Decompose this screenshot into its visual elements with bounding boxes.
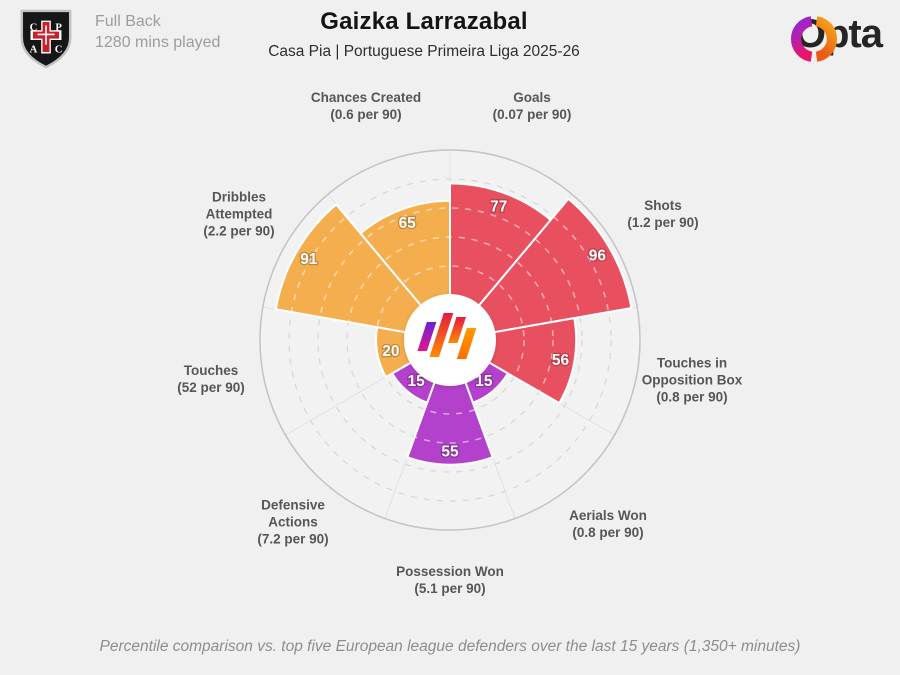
category-label-chances-created: Chances Created (0.6 per 90)	[311, 89, 421, 123]
value-label-goals: 77	[490, 199, 507, 216]
per90-label: (7.2 per 90)	[257, 531, 329, 547]
category-label-line: Goals	[513, 90, 551, 105]
value-label-dribbles-attempted: 91	[300, 251, 318, 268]
category-label-line: Opposition Box	[641, 372, 743, 388]
category-label-line: Touches	[183, 363, 239, 378]
footnote: Percentile comparison vs. top five Europ…	[99, 638, 801, 655]
value-label-possession-won: 55	[441, 443, 459, 460]
opta-brand: Opta	[787, 12, 883, 62]
value-labels-group: 77 96 56 15 55 15 20 91 65	[299, 197, 608, 461]
slice-goals	[449, 182, 552, 341]
page-subtitle: Casa Pia | Portuguese Primeira Liga 2025…	[268, 43, 580, 60]
slice-dribbles-attempted	[274, 203, 451, 341]
category-label-dribbles-attempted: Dribbles Attempted (2.2 per 90)	[203, 189, 274, 240]
category-label-line: Aerials Won	[569, 508, 647, 523]
crest-letter: C	[55, 45, 63, 56]
category-label-line: Defensive	[261, 497, 325, 513]
white-grid-ring-40	[346, 236, 554, 444]
crest-letter: C	[30, 22, 38, 33]
position-label: Full Back	[95, 13, 161, 30]
category-label-goals: Goals (0.07 per 90)	[493, 89, 572, 123]
value-label-touches-in-opposition-box: 56	[552, 352, 570, 369]
opta-logo-icon	[790, 16, 837, 62]
crest-letter: A	[30, 45, 38, 56]
slice-shots	[449, 197, 633, 341]
per90-label: (0.07 per 90)	[492, 107, 572, 122]
crest-letter: P	[55, 22, 62, 33]
category-label-possession-won: Possession Won (5.1 per 90)	[396, 563, 504, 597]
category-label-line: Shots	[644, 198, 682, 213]
white-grid-ring-20	[375, 265, 525, 415]
slice-possession-won	[406, 339, 494, 466]
value-label-aerials-won: 15	[475, 373, 493, 390]
per90-label: (5.1 per 90)	[414, 581, 486, 596]
category-label-line: Attempted	[205, 206, 273, 222]
category-label-defensive-actions: Defensive Actions (7.2 per 90)	[257, 497, 328, 548]
center-logo	[404, 294, 496, 386]
category-label-shots: Shots (1.2 per 90)	[627, 197, 698, 231]
value-label-touches: 20	[382, 343, 399, 360]
per90-label: (2.2 per 90)	[203, 223, 275, 239]
category-label-line: Touches in	[656, 355, 728, 371]
category-label-line: Actions	[268, 514, 318, 530]
grid-ring-60	[317, 207, 583, 473]
player-meta: Full Back 1280 mins played	[95, 11, 220, 53]
club-crest: C P A C	[20, 9, 72, 69]
crest-cross	[30, 20, 62, 54]
per90-label: (1.2 per 90)	[627, 215, 699, 230]
category-label-line: Chances Created	[310, 90, 422, 105]
value-label-defensive-actions: 15	[407, 373, 425, 390]
per90-label: (0.8 per 90)	[656, 389, 728, 405]
category-label-aerials-won: Aerials Won (0.8 per 90)	[569, 507, 647, 541]
header-title-block: Gaizka Larrazabal Casa Pia | Portuguese …	[268, 8, 580, 61]
per90-label: (0.8 per 90)	[572, 525, 644, 540]
per90-label: (52 per 90)	[177, 380, 245, 395]
grid-ring-80	[288, 178, 612, 502]
value-label-chances-created: 65	[399, 215, 417, 232]
outer-circle	[259, 149, 641, 531]
per90-label: (0.6 per 90)	[330, 107, 402, 122]
category-label-touches-in-opposition-box: Touches in Opposition Box (0.8 per 90)	[642, 355, 743, 406]
page-title: Gaizka Larrazabal	[320, 8, 528, 35]
analyst-logo-bars	[417, 313, 477, 359]
minutes-played: 1280 mins played	[95, 34, 221, 51]
category-label-touches: Touches (52 per 90)	[177, 362, 245, 396]
category-label-line: Possession Won	[396, 564, 504, 579]
value-label-shots: 96	[589, 247, 607, 264]
category-label-line: Dribbles	[211, 189, 267, 205]
